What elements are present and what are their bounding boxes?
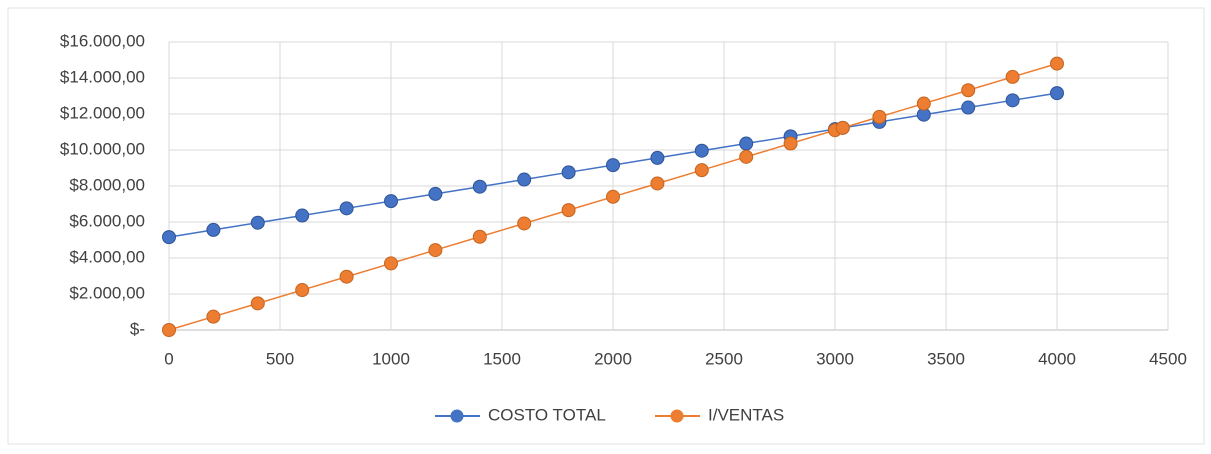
marker bbox=[561, 203, 576, 218]
legend-marker bbox=[670, 409, 684, 423]
marker bbox=[472, 229, 487, 244]
marker bbox=[916, 96, 931, 111]
y-tick-label: $4.000,00 bbox=[69, 247, 145, 266]
marker bbox=[250, 296, 265, 311]
x-tick-label: 1000 bbox=[372, 349, 410, 368]
marker bbox=[206, 309, 221, 324]
marker bbox=[472, 179, 487, 194]
marker bbox=[694, 163, 709, 178]
legend-label: COSTO TOTAL bbox=[488, 405, 606, 424]
x-tick-label: 3500 bbox=[927, 349, 965, 368]
marker bbox=[1050, 86, 1064, 101]
y-tick-label: $8.000,00 bbox=[69, 175, 145, 194]
y-tick-label: $16.000,00 bbox=[60, 31, 145, 50]
marker bbox=[517, 216, 532, 231]
marker bbox=[650, 176, 665, 191]
marker bbox=[428, 186, 443, 201]
x-tick-label: 1500 bbox=[483, 349, 521, 368]
y-tick-label: $10.000,00 bbox=[60, 139, 145, 158]
y-tick-label: $- bbox=[130, 319, 145, 338]
marker bbox=[961, 83, 976, 98]
chart-frame bbox=[7, 7, 1205, 445]
marker bbox=[339, 269, 354, 284]
marker bbox=[517, 172, 532, 187]
marker bbox=[295, 283, 310, 298]
marker bbox=[162, 230, 176, 245]
series-line bbox=[168, 92, 1058, 238]
x-tick-label: 3000 bbox=[816, 349, 854, 368]
x-tick-label: 500 bbox=[266, 349, 294, 368]
y-tick-label: $6.000,00 bbox=[69, 211, 145, 230]
marker bbox=[206, 222, 221, 237]
legend-label: I/VENTAS bbox=[708, 405, 784, 424]
marker bbox=[561, 165, 576, 180]
marker bbox=[694, 143, 709, 158]
marker bbox=[1005, 69, 1020, 84]
marker bbox=[835, 120, 850, 135]
marker bbox=[606, 189, 620, 204]
x-tick-label: 2500 bbox=[705, 349, 743, 368]
marker bbox=[961, 100, 976, 115]
marker bbox=[428, 243, 443, 258]
legend-marker bbox=[450, 409, 464, 423]
marker bbox=[1050, 56, 1064, 71]
marker bbox=[162, 323, 176, 337]
marker bbox=[250, 215, 265, 230]
marker bbox=[739, 136, 754, 151]
x-tick-label: 0 bbox=[164, 349, 173, 368]
marker bbox=[295, 208, 310, 223]
series-line bbox=[168, 62, 1058, 331]
y-tick-label: $12.000,00 bbox=[60, 103, 145, 122]
marker bbox=[650, 150, 665, 165]
marker bbox=[384, 256, 398, 271]
marker bbox=[872, 109, 887, 124]
x-tick-label: 2000 bbox=[594, 349, 632, 368]
y-tick-label: $14.000,00 bbox=[60, 67, 145, 86]
marker bbox=[1005, 93, 1020, 108]
marker bbox=[339, 201, 354, 216]
marker bbox=[606, 158, 620, 173]
x-tick-label: 4000 bbox=[1038, 349, 1076, 368]
marker bbox=[384, 194, 398, 209]
marker bbox=[739, 149, 754, 164]
y-tick-label: $2.000,00 bbox=[69, 283, 145, 302]
marker bbox=[783, 136, 798, 151]
x-tick-label: 4500 bbox=[1149, 349, 1187, 368]
